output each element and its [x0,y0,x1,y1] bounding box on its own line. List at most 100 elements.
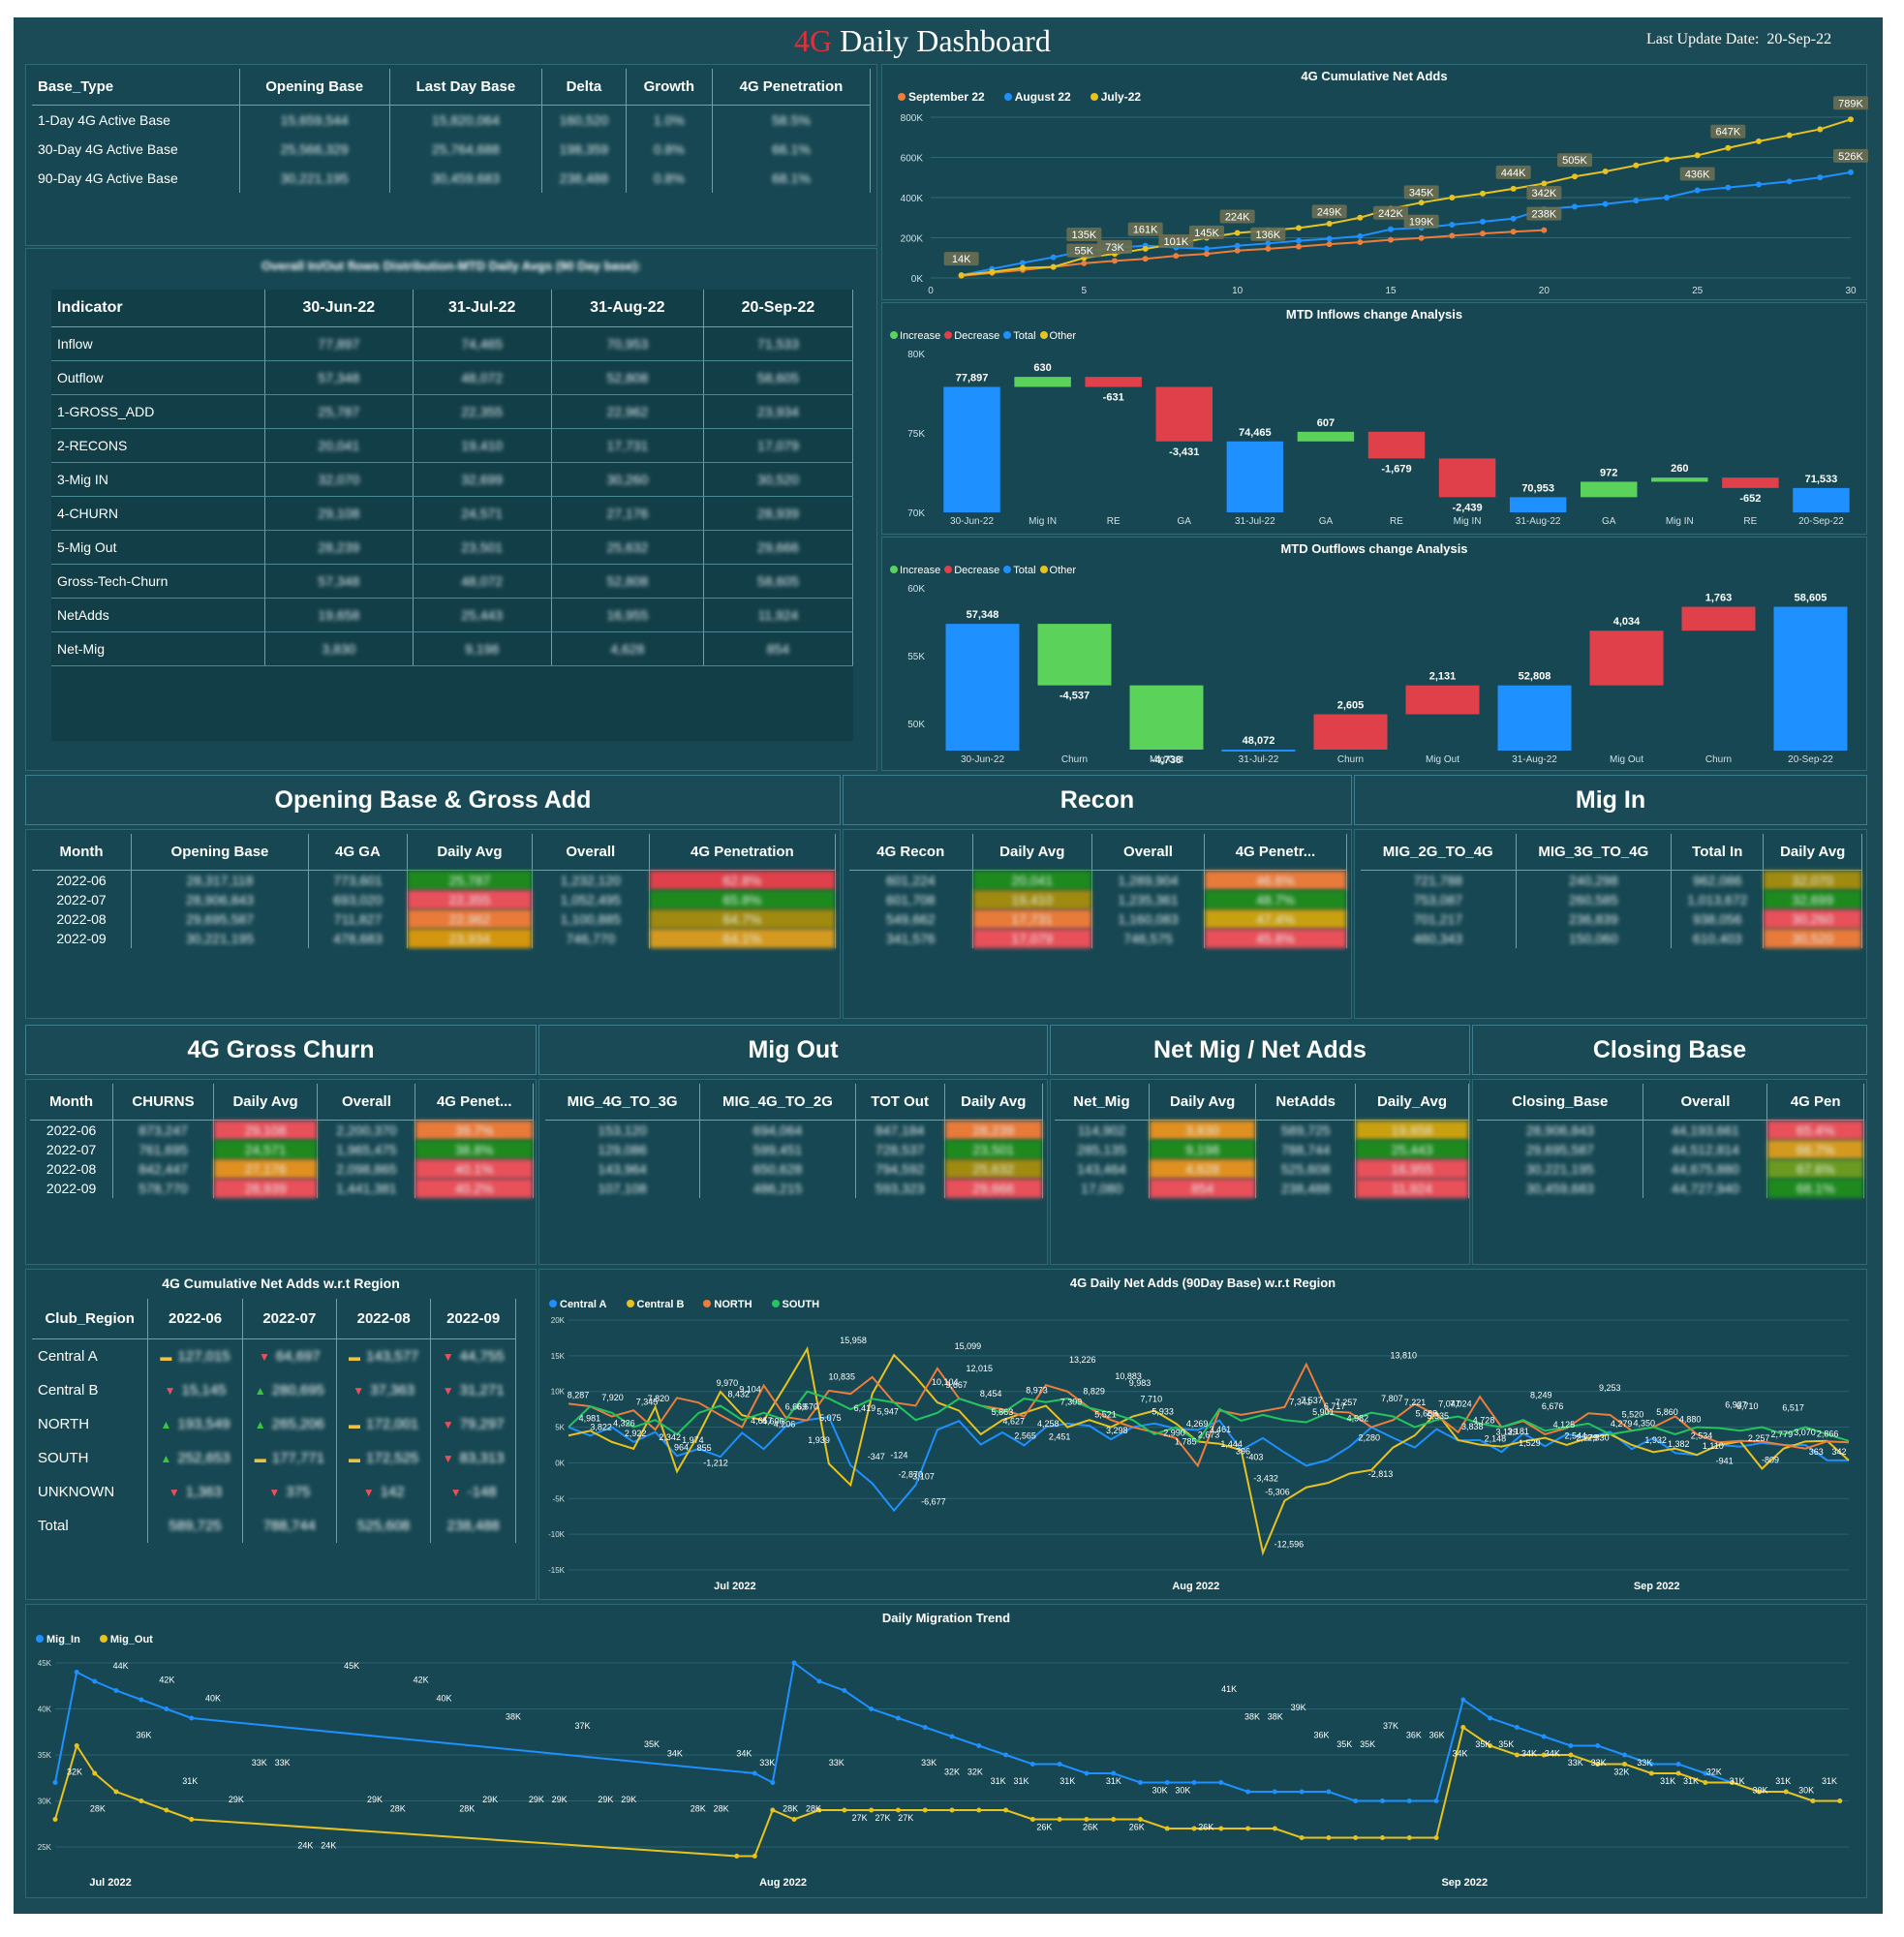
table-row[interactable]: 1-Day 4G Active Base 15,659,544 15,820,064… [32,105,872,135]
bar[interactable] [1155,386,1213,442]
table-row[interactable]: NetAdds 19,658 25,443 16,955 11,924 [51,598,854,632]
data-point[interactable] [1817,174,1824,181]
data-point[interactable] [1572,173,1578,180]
series-line[interactable] [568,1390,1850,1443]
column-header[interactable]: Delta [541,69,627,106]
table-row[interactable]: 549,662 17,731 1,160,083 47.4% [849,909,1348,929]
data-point[interactable] [1029,1817,1035,1822]
data-point[interactable] [1694,152,1701,159]
data-point[interactable] [791,1817,797,1822]
data-point[interactable] [752,1770,757,1776]
data-point[interactable] [895,1807,901,1813]
data-point[interactable] [1173,253,1180,260]
data-point[interactable] [949,1807,955,1813]
data-point[interactable] [1633,162,1640,169]
column-header[interactable]: Daily Avg [972,834,1093,871]
data-point[interactable] [1622,1762,1627,1767]
data-point[interactable] [52,1780,58,1785]
data-point[interactable] [1406,1835,1412,1840]
legend-item[interactable]: Central B [621,1299,684,1310]
data-point[interactable] [1084,1817,1090,1822]
data-point[interactable] [1003,1807,1009,1813]
column-header[interactable]: 4G Penetration [712,69,872,106]
data-point[interactable] [1756,1789,1762,1795]
data-point[interactable] [1460,1725,1466,1730]
column-header[interactable]: 2022-08 [336,1299,432,1339]
table-row[interactable]: Outflow 57,348 48,072 52,808 58,605 [51,360,854,395]
column-header[interactable]: Club_Region [32,1299,149,1339]
data-point[interactable] [1648,1762,1654,1767]
data-point[interactable] [1353,1835,1359,1840]
data-point[interactable] [1296,237,1302,244]
legend-item[interactable]: Mig_Out [94,1634,153,1645]
data-point[interactable] [1296,243,1302,250]
data-point[interactable] [1142,245,1149,252]
data-point[interactable] [1326,1789,1332,1795]
data-point[interactable] [1164,1826,1170,1831]
table-row[interactable]: 341,576 17,079 746,575 45.8% [849,929,1348,948]
bar[interactable] [1581,481,1638,498]
data-point[interactable] [1111,1817,1117,1822]
table-row[interactable]: 129,086 599,451 728,537 23,501 [545,1140,1044,1159]
data-point[interactable] [1460,1697,1466,1703]
table-row[interactable]: 460,343 150,060 610,403 30,520 [1361,929,1862,948]
bar[interactable] [1681,606,1756,631]
legend-item[interactable]: SOUTH [766,1299,819,1310]
data-point[interactable] [922,1725,928,1730]
column-header[interactable]: Daily Avg [407,834,533,871]
data-point[interactable] [52,1817,58,1822]
table-row[interactable]: 2022-08 842,447 27,176 2,098,865 40.1% [30,1159,534,1179]
table-row[interactable]: 30,459,683 44,727,940 68.1% [1477,1179,1864,1198]
bar[interactable] [1438,458,1496,498]
data-point[interactable] [1050,254,1057,261]
legend-item[interactable]: Mig_In [30,1634,80,1645]
data-point[interactable] [1568,1743,1574,1748]
data-point[interactable] [1480,190,1486,197]
data-point[interactable] [113,1789,119,1795]
data-point[interactable] [1218,1826,1224,1831]
table-row[interactable]: SOUTH ▲ 252,653 ▬ 177,771 ▬ 172,525 ▼ 83,313 [32,1441,516,1475]
data-point[interactable] [1725,184,1732,191]
table-row[interactable]: Net-Mig 3,830 9,198 4,628 854 [51,631,854,666]
data-point[interactable] [1299,1835,1305,1840]
legend-item[interactable]: Central A [543,1299,607,1310]
data-point[interactable] [1191,1826,1197,1831]
column-header[interactable]: Daily Avg [213,1084,319,1121]
data-point[interactable] [138,1697,144,1703]
bar[interactable] [1085,377,1142,387]
data-point[interactable] [1388,236,1394,243]
data-point[interactable] [1204,245,1210,252]
data-point[interactable] [842,1688,847,1693]
data-point[interactable] [976,1807,982,1813]
data-point[interactable] [1633,198,1640,204]
data-point[interactable] [1357,232,1364,239]
data-point[interactable] [1357,239,1364,246]
bar[interactable] [1313,714,1388,750]
column-header[interactable]: NetAdds [1255,1084,1357,1121]
data-point[interactable] [1029,1762,1035,1767]
bar[interactable] [1226,441,1284,512]
data-point[interactable] [1510,185,1517,192]
data-point[interactable] [1541,180,1548,187]
data-point[interactable] [816,1807,822,1813]
data-point[interactable] [1810,1799,1816,1803]
column-header[interactable]: Overall [1643,1084,1768,1121]
table-row[interactable]: Total 589,725 788,744 525,608 238,488 [32,1509,516,1543]
table-row[interactable]: 2022-07 28,906,843 693,020 22,355 1,052,495 6… [32,890,837,909]
data-point[interactable] [1057,1817,1062,1822]
table-row[interactable]: 3-Mig IN 32,070 32,699 30,260 30,520 [51,462,854,497]
column-header[interactable]: Overall [317,1084,416,1121]
bar[interactable] [945,624,1020,751]
column-header[interactable]: 4G Penet... [415,1084,534,1121]
table-row[interactable]: 753,087 260,585 1,013,672 32,699 [1361,890,1862,909]
table-row[interactable]: 90-Day 4G Active Base 30,221,195 30,459,68… [32,164,872,193]
legend-item[interactable]: Other [1036,565,1076,576]
legend-item[interactable]: July-22 [1085,90,1141,104]
data-point[interactable] [1020,264,1026,271]
data-point[interactable] [1703,1770,1708,1776]
data-point[interactable] [1191,1780,1197,1785]
bar[interactable] [1367,431,1426,459]
data-point[interactable] [1137,1817,1143,1822]
data-point[interactable] [1112,258,1118,264]
column-header[interactable]: 4G Penetration [649,834,837,871]
